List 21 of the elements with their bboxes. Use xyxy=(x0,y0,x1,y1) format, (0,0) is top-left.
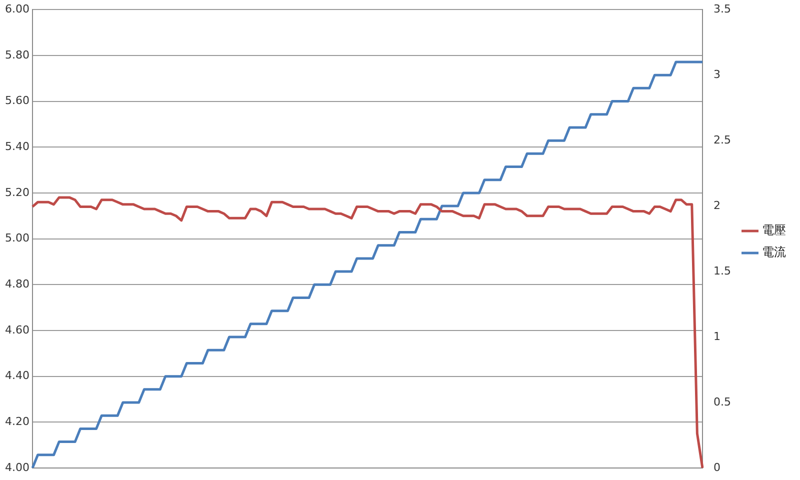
y2-tick-label: 3.5 xyxy=(714,2,732,16)
y2-tick-label: 2.5 xyxy=(714,133,732,146)
y2-tick-label: 0.5 xyxy=(714,395,732,408)
y-tick-label: 4.00 xyxy=(4,460,30,474)
y-tick-label: 5.40 xyxy=(4,140,30,153)
y-tick-label: 4.20 xyxy=(4,415,30,428)
y2-tick-label: 0 xyxy=(714,460,721,474)
y-tick-label: 4.60 xyxy=(4,323,30,336)
y2-tick-label: 1.5 xyxy=(714,264,732,278)
y-tick-label: 4.80 xyxy=(4,278,30,290)
y2-tick-label: 2 xyxy=(714,198,721,212)
y2-tick-label: 3 xyxy=(714,68,721,81)
y-tick-label: 5.60 xyxy=(4,94,30,108)
y-tick-label: 5.20 xyxy=(4,186,30,199)
legend-label: 電流 xyxy=(762,245,786,260)
y2-tick-label: 1 xyxy=(714,330,721,343)
y-tick-label: 5.80 xyxy=(4,48,30,62)
y-tick-label: 5.00 xyxy=(4,232,30,245)
y-tick-label: 4.40 xyxy=(4,369,30,382)
legend-label: 電壓 xyxy=(762,223,786,238)
y-tick-label: 6.00 xyxy=(4,2,30,16)
